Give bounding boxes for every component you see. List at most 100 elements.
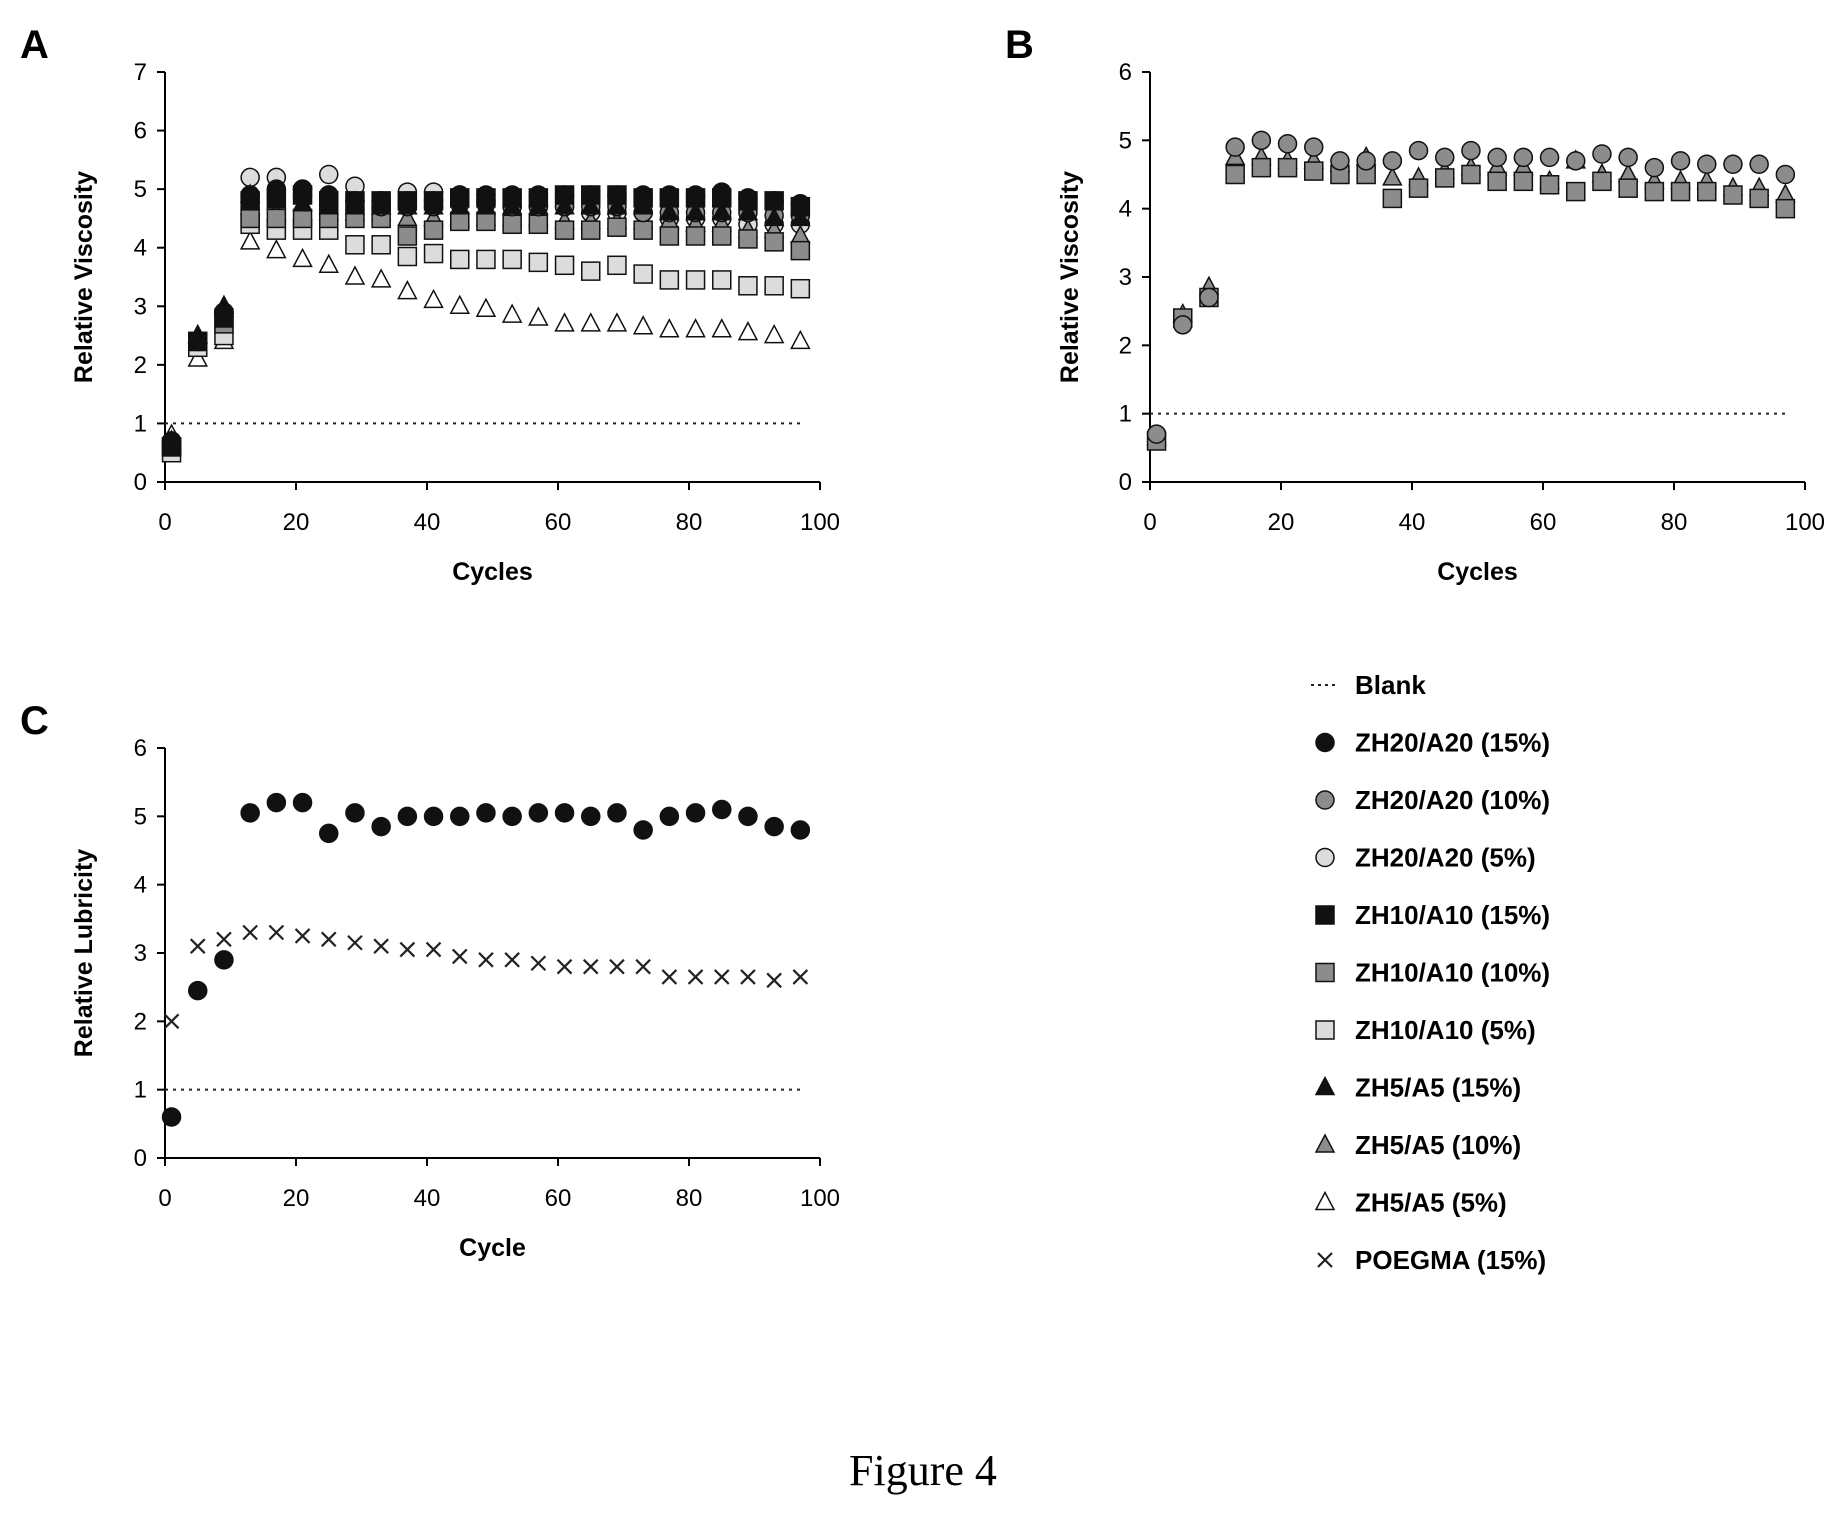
data-point-zh5_15	[763, 206, 785, 227]
data-point-poegma	[504, 952, 520, 968]
data-point-zh10_10	[1435, 168, 1455, 188]
x-tick-label: 40	[414, 1185, 441, 1212]
data-point-zh20_15	[188, 331, 208, 352]
x-tick-label: 80	[676, 509, 703, 536]
data-point-zh10_10	[1539, 175, 1560, 195]
data-point-zh20_15	[214, 302, 234, 322]
data-point-zh5_5	[554, 312, 575, 332]
legend-label: ZH5/A5 (10%)	[1355, 1130, 1521, 1160]
data-point-zh10_10	[1487, 171, 1507, 192]
legend-label: ZH5/A5 (5%)	[1355, 1188, 1507, 1218]
data-point-zh10_10	[607, 217, 627, 237]
data-point-zh10_10	[581, 220, 601, 240]
data-point-zh20_15	[292, 179, 313, 199]
data-point-zh5_5	[711, 318, 732, 338]
data-point-zh10_10	[266, 208, 287, 229]
legend-item-zh5_5: ZH5/A5 (5%)	[1314, 1188, 1507, 1218]
data-point-zh10_5	[738, 276, 758, 296]
data-point-zh5_5	[449, 294, 470, 315]
legend-label: ZH10/A10 (5%)	[1355, 1015, 1536, 1045]
data-point-zh10_10	[1723, 185, 1743, 205]
data-point-zh10_10	[1408, 178, 1429, 198]
x-axis-label: Cycles	[1437, 558, 1518, 586]
data-point-zh20_15	[738, 188, 758, 208]
data-point-zh5_15	[737, 200, 759, 221]
legend-x-icon	[1317, 1252, 1333, 1268]
data-point-zh5_15	[659, 200, 680, 221]
data-point-zh20_15	[423, 806, 444, 827]
data-point-zh20_15	[502, 806, 522, 827]
legend-label: ZH20/A20 (5%)	[1355, 843, 1536, 873]
y-tick-label: 0	[134, 1145, 147, 1172]
panel-a-label: A	[20, 23, 49, 67]
data-point-zh10_5	[685, 270, 706, 290]
data-point-zh20_15	[554, 185, 575, 205]
series-zh10_5	[161, 214, 811, 463]
data-point-poegma	[451, 948, 468, 965]
data-point-zh20_15	[397, 191, 418, 211]
data-point-zh10_10	[1277, 157, 1298, 178]
panel-a: A 0 1 2 3 4 5 6 7 0 20 40 60 80 100 Cycles Relative Vis…	[20, 23, 840, 586]
data-point-poegma	[792, 969, 809, 985]
y-tick-label: 7	[134, 59, 147, 86]
data-point-zh20_15	[214, 950, 234, 970]
y-tick-label: 6	[134, 735, 147, 762]
data-point-zh20_15	[397, 806, 418, 827]
data-point-zh20_10	[1513, 147, 1534, 168]
data-point-zh5_5	[763, 323, 785, 344]
y-tick-label: 3	[134, 940, 147, 967]
data-point-zh5_5	[501, 303, 523, 323]
legend-item-zh10_15: ZH10/A10 (15%)	[1315, 900, 1550, 930]
data-point-poegma	[294, 928, 311, 944]
data-point-zh10_10	[292, 208, 313, 229]
data-point-zh5_10	[1382, 166, 1403, 186]
data-point-zh10_10	[476, 211, 496, 232]
data-point-zh10_10	[1644, 181, 1665, 202]
data-point-zh5_5	[397, 280, 418, 300]
data-point-zh20_15	[607, 803, 627, 823]
data-point-zh5_5	[632, 315, 654, 335]
x-tick-label: 20	[283, 1185, 310, 1212]
series-zh20_15	[161, 792, 811, 1127]
data-point-poegma	[373, 938, 389, 954]
legend-square-icon	[1315, 962, 1335, 983]
figure-caption: Figure 4	[849, 1446, 997, 1495]
data-point-zh10_5	[607, 255, 627, 276]
panel-b-label: B	[1005, 23, 1034, 67]
x-tick-label: 40	[414, 509, 441, 536]
data-point-zh5_5	[790, 329, 811, 350]
data-point-zh20_10	[1592, 144, 1612, 164]
data-point-zh20_10	[1330, 151, 1350, 171]
data-point-zh20_15	[266, 179, 287, 199]
data-point-zh20_10	[1408, 140, 1429, 161]
data-point-zh20_15	[188, 980, 208, 1001]
data-point-zh20_10	[1199, 287, 1219, 308]
y-tick-label: 4	[134, 872, 147, 899]
legend-square-icon	[1315, 1020, 1335, 1040]
y-tick-label: 2	[134, 352, 147, 379]
data-point-zh20_10	[1435, 147, 1455, 168]
data-point-zh20_10	[1304, 137, 1324, 157]
data-point-zh10_5	[659, 270, 680, 290]
data-point-zh20_15	[712, 799, 732, 820]
data-point-poegma	[242, 924, 258, 941]
data-point-zh5_5	[187, 347, 208, 367]
legend-item-zh10_10: ZH10/A10 (10%)	[1315, 958, 1550, 988]
data-point-poegma	[713, 969, 730, 985]
data-point-poegma	[425, 941, 442, 958]
data-point-poegma	[320, 931, 337, 948]
y-tick-label: 1	[134, 410, 147, 437]
data-point-zh5_15	[554, 195, 575, 215]
data-point-zh10_10	[1225, 164, 1245, 185]
legend-label: POEGMA (15%)	[1355, 1245, 1546, 1275]
data-point-poegma	[556, 958, 573, 975]
data-point-zh10_10	[423, 220, 444, 240]
data-point-zh5_5	[292, 247, 313, 268]
data-point-zh20_15	[607, 185, 627, 205]
data-point-zh5_5	[239, 230, 261, 250]
legend-triangle-icon	[1314, 1190, 1336, 1211]
data-point-zh10_10	[397, 226, 418, 246]
legend-item-zh20_5: ZH20/A20 (5%)	[1315, 843, 1536, 873]
series-zh10_10	[1146, 157, 1796, 451]
x-tick-label: 60	[545, 1185, 572, 1212]
